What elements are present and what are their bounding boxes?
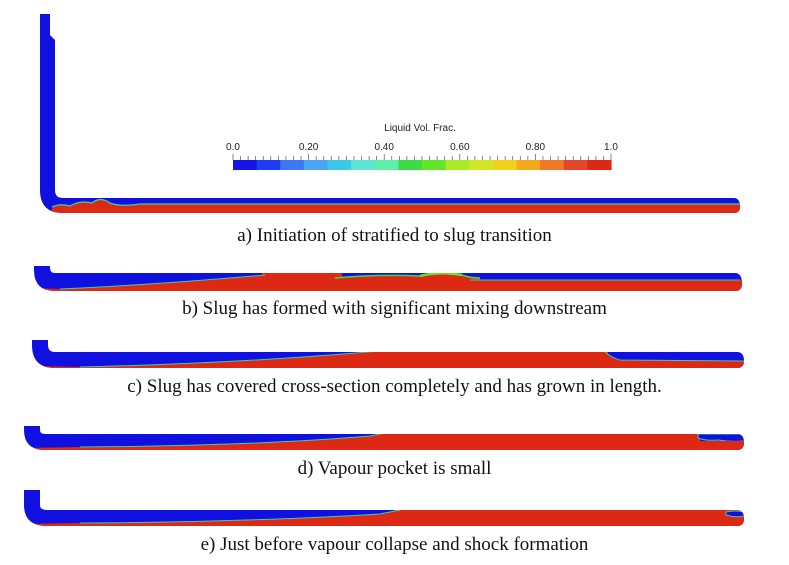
- colorbar-swatch: [492, 160, 518, 170]
- colorbar-ticks: 0.0 0.20 0.40 0.60 0.80 1.0: [226, 142, 618, 160]
- colorbar-swatch: [280, 160, 305, 170]
- pipe-panel-a: [40, 14, 740, 213]
- caption-b: b) Slug has formed with significant mixi…: [182, 298, 607, 319]
- pipe-panel-d: [24, 426, 744, 450]
- colorbar-swatch: [303, 160, 329, 170]
- caption-e: e) Just before vapour collapse and shock…: [200, 534, 589, 555]
- liquid-layer-c-downstream: [605, 352, 744, 368]
- slug-b: [262, 270, 342, 291]
- liquid-layer-a: [52, 199, 740, 213]
- colorbar-swatch: [327, 160, 352, 170]
- slug-c: [388, 348, 608, 368]
- colorbar-tick-label: 0.40: [374, 142, 394, 153]
- colorbar-tick-label: 0.60: [450, 142, 470, 153]
- gas-phase-a: [40, 14, 740, 213]
- slug-e: [395, 508, 744, 526]
- caption-d: d) Vapour pocket is small: [297, 458, 492, 479]
- vapour-pocket-e: [725, 510, 744, 518]
- colorbar-tick-label: 1.0: [604, 142, 618, 153]
- liquid-layer-b: [34, 275, 335, 291]
- colorbar-swatch: [374, 160, 399, 170]
- slug-d: [385, 430, 700, 450]
- vapour-pocket-d: [697, 433, 744, 442]
- colorbar-tick-label: 0.80: [526, 142, 546, 153]
- pipe-panel-c: [32, 340, 744, 368]
- colorbar-swatches: [233, 160, 612, 170]
- pipe-panel-b: [34, 266, 742, 291]
- liquid-layer-e: [24, 510, 400, 526]
- caption-c: c) Slug has covered cross-section comple…: [127, 376, 662, 397]
- colorbar-swatch: [256, 160, 281, 170]
- colorbar-swatch: [445, 160, 470, 170]
- colorbar-swatch: [351, 160, 376, 170]
- colorbar-swatch: [422, 160, 447, 170]
- colorbar-swatch: [587, 160, 612, 170]
- liquid-layer-b-downstream: [470, 280, 742, 291]
- colorbar-tick-label: 0.20: [299, 142, 319, 153]
- colorbar-swatch: [398, 160, 423, 170]
- colorbar-tick-label: 0.0: [226, 142, 240, 153]
- colorbar-swatch: [563, 160, 588, 170]
- colorbar-swatch: [233, 160, 258, 170]
- colorbar-title: Liquid Vol. Frac.: [384, 123, 456, 134]
- colorbar-swatch: [469, 160, 494, 170]
- caption-a: a) Initiation of stratified to slug tran…: [237, 225, 552, 246]
- mixing-region-b: [335, 273, 480, 291]
- colorbar-swatch: [516, 160, 541, 170]
- colorbar: Liquid Vol. Frac. 0.0 0.20 0.40 0.60 0.80 1.0: [226, 123, 618, 170]
- interface-a: [51, 198, 740, 208]
- colorbar-swatch: [540, 160, 565, 170]
- pipe-panel-e: [24, 490, 744, 526]
